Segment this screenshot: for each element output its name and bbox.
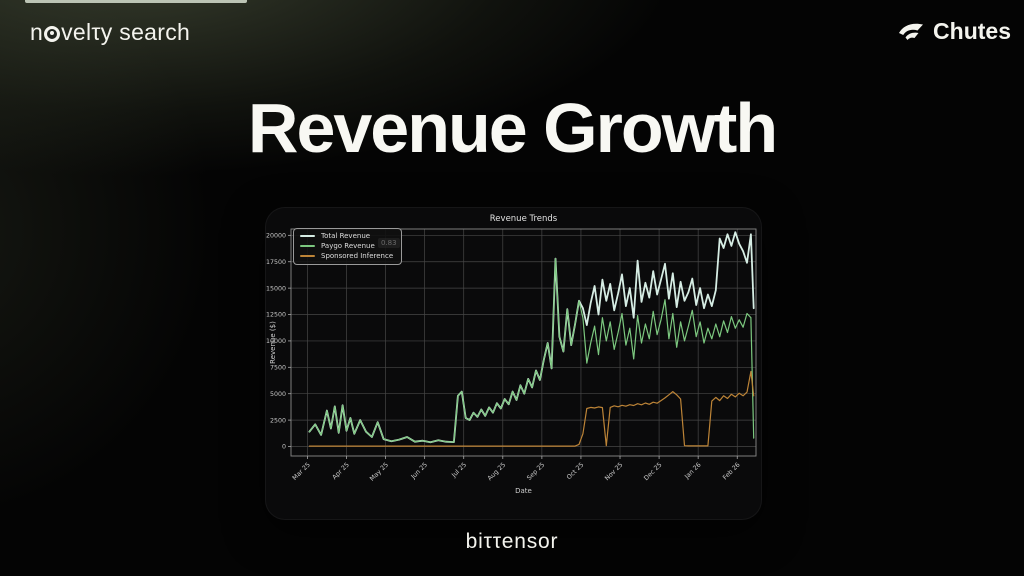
x-tick-label: Apr 25 <box>331 461 351 481</box>
legend-label: Total Revenue <box>321 232 371 240</box>
novelty-search-logo-text-pre: n <box>30 19 44 45</box>
top-accent-strip <box>25 0 247 3</box>
y-tick-label: 5000 <box>270 391 286 398</box>
chart-ylabel: Revenue ($) <box>269 321 277 364</box>
x-tick-label: Feb 26 <box>722 461 742 481</box>
chart-watermark: 0.83 <box>378 238 400 248</box>
legend-label: Paygo Revenue <box>321 242 375 250</box>
x-tick-label: Jan 26 <box>683 461 703 481</box>
x-tick-label: Nov 25 <box>604 461 625 482</box>
chutes-logo-text: Chutes <box>933 18 1011 44</box>
page-title: Revenue Growth <box>247 89 778 167</box>
revenue-trends-chart-card: 0 2500 5000 7500 10000 12500 15000 17500 20000 Ma… <box>265 207 762 520</box>
x-tick-label: Jul 25 <box>450 461 468 479</box>
chart-title: Revenue Trends <box>490 214 558 224</box>
legend-line-swatch <box>300 235 315 237</box>
y-tick-label: 0 <box>282 444 286 451</box>
y-tick-label: 7500 <box>270 365 286 372</box>
legend-entry: Paygo Revenue <box>300 242 393 250</box>
x-tick-label: Dec 25 <box>643 461 664 482</box>
chart-xlabel: Date <box>515 487 532 495</box>
series-line-sponsored-inference <box>308 370 755 447</box>
plot-border <box>290 228 757 457</box>
legend-entry: Total Revenue <box>300 232 393 240</box>
novelty-search-logo-text-post: velτy search <box>61 19 191 45</box>
y-tick-label: 17500 <box>266 259 286 266</box>
legend-line-swatch <box>300 255 315 257</box>
legend-entry: Sponsored Inference <box>300 252 393 260</box>
y-tick-label: 2500 <box>270 417 286 424</box>
chutes-wing-icon <box>898 21 925 43</box>
chart-legend: Total Revenue Paygo Revenue Sponsored Infe… <box>293 228 403 265</box>
y-tick-label: 20000 <box>266 233 286 240</box>
x-tick-label: Mar 25 <box>291 461 311 481</box>
x-tick-label: Aug 25 <box>486 461 507 482</box>
chutes-logo: Chutes <box>898 18 1011 45</box>
x-tick-label: Jun 25 <box>409 461 429 481</box>
x-tick-label: Sep 25 <box>526 461 546 481</box>
legend-line-swatch <box>300 245 315 247</box>
bittensor-wordmark: biττensor <box>465 530 559 553</box>
novelty-search-logo: n velτy search <box>30 19 190 46</box>
x-tick-label: May 25 <box>369 461 390 482</box>
novelty-search-o-icon <box>44 25 61 42</box>
y-tick-label: 15000 <box>266 285 286 292</box>
revenue-trends-chart: 0 2500 5000 7500 10000 12500 15000 17500 20000 Ma… <box>266 214 757 495</box>
x-tick-label: Oct 25 <box>566 461 586 481</box>
legend-label: Sponsored Inference <box>321 252 394 260</box>
y-tick-label: 12500 <box>266 312 286 319</box>
series-line-paygo-revenue <box>308 257 755 443</box>
y-tick-label: 10000 <box>266 338 286 345</box>
